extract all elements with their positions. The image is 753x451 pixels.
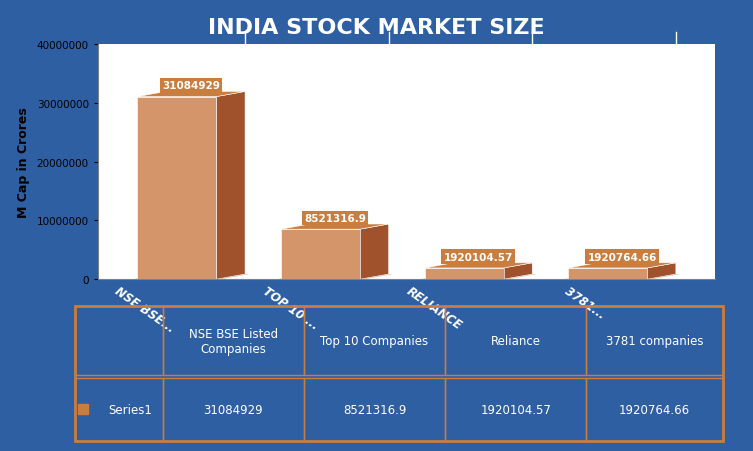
Bar	[587, 378, 723, 441]
Text: 31084929: 31084929	[203, 403, 263, 416]
Polygon shape	[425, 263, 532, 268]
Polygon shape	[564, 275, 680, 280]
Text: 1920104.57: 1920104.57	[444, 252, 513, 262]
Text: 8521316.9: 8521316.9	[343, 403, 406, 416]
Text: Series1: Series1	[108, 403, 153, 416]
Text: 1920764.66: 1920764.66	[619, 403, 690, 416]
Text: 1920764.66: 1920764.66	[587, 252, 657, 262]
Text: 3781 companies: 3781 companies	[606, 334, 703, 347]
Bar	[75, 378, 163, 441]
Bar	[163, 307, 304, 375]
Text: NSE BSE Listed
Companies: NSE BSE Listed Companies	[189, 327, 278, 355]
Bar	[445, 307, 587, 375]
Polygon shape	[569, 263, 676, 268]
Polygon shape	[216, 92, 245, 280]
Polygon shape	[276, 275, 393, 280]
Bar	[304, 307, 445, 375]
Bar	[425, 268, 504, 280]
Text: Reliance: Reliance	[491, 334, 541, 347]
Text: Top 10 Companies: Top 10 Companies	[321, 334, 428, 347]
Bar	[587, 307, 723, 375]
Text: 1920104.57: 1920104.57	[480, 403, 551, 416]
Polygon shape	[647, 263, 676, 280]
Bar	[137, 97, 216, 280]
Bar	[163, 378, 304, 441]
Bar	[304, 378, 445, 441]
Bar	[569, 268, 647, 280]
Bar	[445, 378, 587, 441]
Text: INDIA STOCK MARKET SIZE: INDIA STOCK MARKET SIZE	[208, 18, 545, 38]
Polygon shape	[360, 225, 389, 280]
Polygon shape	[504, 263, 532, 280]
Bar	[281, 230, 360, 280]
Polygon shape	[420, 275, 537, 280]
Y-axis label: M Cap in Crores: M Cap in Crores	[17, 107, 30, 218]
Bar	[75, 307, 163, 375]
Polygon shape	[133, 275, 249, 280]
Bar	[75, 307, 723, 441]
Text: 31084929: 31084929	[163, 81, 220, 91]
Polygon shape	[137, 92, 245, 97]
Text: 8521316.9: 8521316.9	[304, 213, 366, 223]
Polygon shape	[281, 225, 389, 230]
